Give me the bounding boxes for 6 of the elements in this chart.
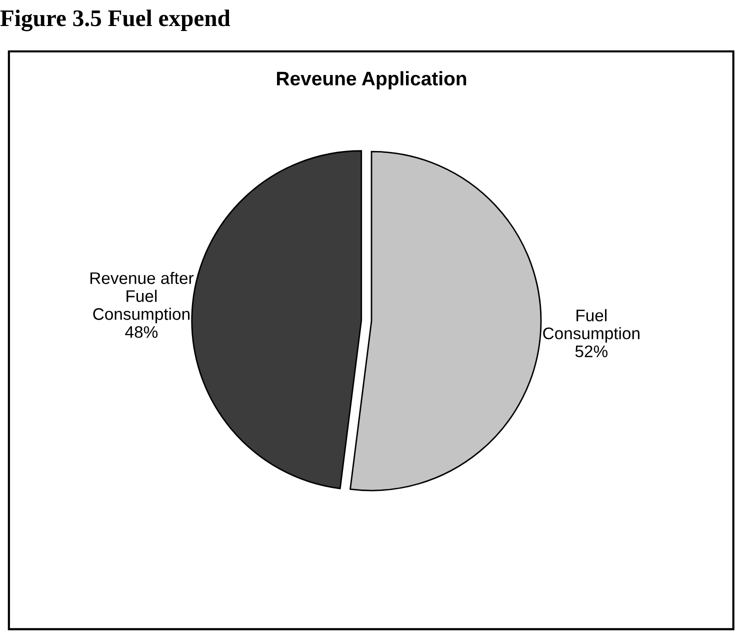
slice-label: Revenue after Fuel Consumption (90, 272, 194, 324)
chart-title: Reveune Application (277, 71, 466, 90)
slice-label: Fuel Consumption (543, 309, 640, 343)
data-label: 52% (575, 345, 608, 358)
caption: Figure 3.5 Fuel expend (0, 10, 230, 32)
data-label: 48% (125, 326, 158, 338)
